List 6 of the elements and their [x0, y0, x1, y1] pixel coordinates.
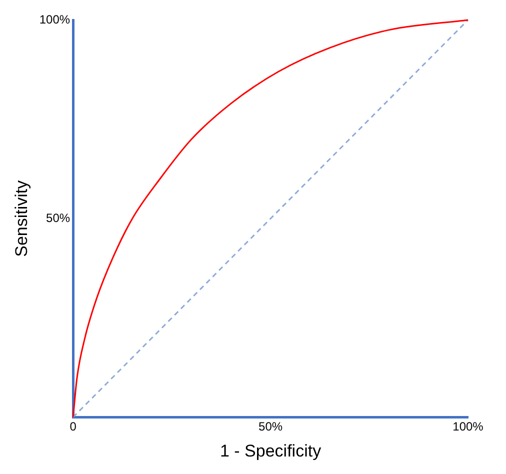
x-tick-label: 100% — [452, 420, 484, 434]
line-series — [72, 19, 469, 418]
y-axis-title: Sensitivity — [12, 180, 31, 257]
x-axis-title: 1 - Specificity — [220, 441, 322, 460]
x-tick-label: 0 — [70, 420, 77, 434]
x-tick-label: 50% — [258, 420, 283, 434]
